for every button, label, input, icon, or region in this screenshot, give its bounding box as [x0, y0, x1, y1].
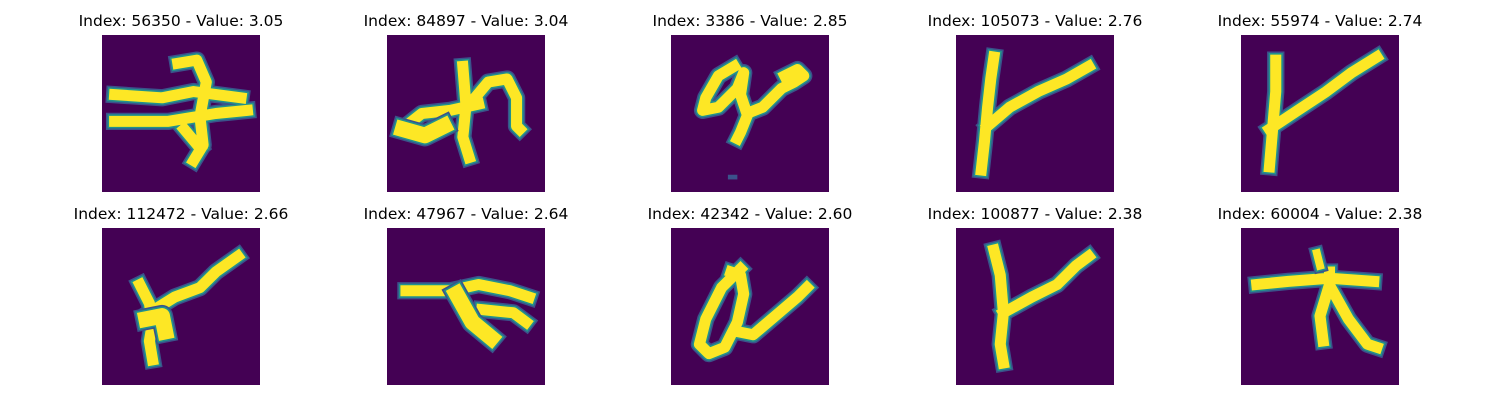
panel-title: Index: 3386 - Value: 2.85 [652, 12, 848, 30]
panel-title: Index: 60004 - Value: 2.38 [1217, 205, 1423, 223]
panel-title: Index: 100877 - Value: 2.38 [927, 205, 1143, 223]
glyph-image [956, 35, 1114, 192]
panel-title: Index: 105073 - Value: 2.76 [927, 12, 1143, 30]
glyph-image [1241, 35, 1399, 192]
panel-title: Index: 112472 - Value: 2.66 [73, 205, 289, 223]
glyph-image [102, 228, 260, 385]
glyph-image [956, 228, 1114, 385]
glyph-image [671, 228, 829, 385]
glyph-image [102, 35, 260, 192]
glyph-image [1241, 228, 1399, 385]
glyph-image [671, 35, 829, 192]
panel-title: Index: 42342 - Value: 2.60 [647, 205, 853, 223]
panel-title: Index: 47967 - Value: 2.64 [363, 205, 569, 223]
glyph-image [387, 228, 545, 385]
glyph-image [387, 35, 545, 192]
panel-title: Index: 84897 - Value: 3.04 [363, 12, 569, 30]
panel-title: Index: 56350 - Value: 3.05 [78, 12, 284, 30]
panel-title: Index: 55974 - Value: 2.74 [1217, 12, 1423, 30]
